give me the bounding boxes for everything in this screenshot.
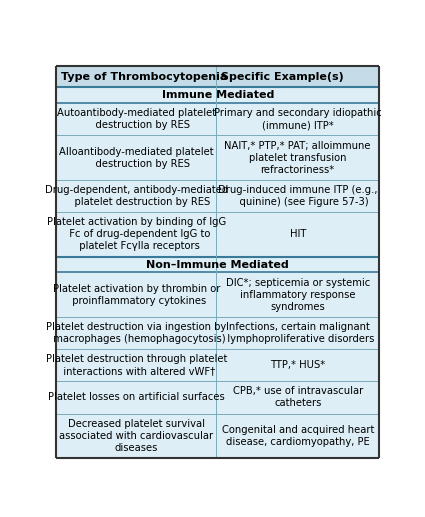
Text: Infections, certain malignant
  lymphoproliferative disorders: Infections, certain malignant lymphoprol… [221, 322, 374, 344]
Bar [57, 414, 379, 458]
Text: Platelet losses on artificial surfaces: Platelet losses on artificial surfaces [48, 392, 225, 402]
Bar [57, 272, 379, 317]
Text: Type of Thrombocytopenia: Type of Thrombocytopenia [61, 72, 228, 82]
Text: Platelet destruction via ingestion by
  macrophages (hemophagocytosis): Platelet destruction via ingestion by ma… [46, 322, 227, 344]
Bar [57, 349, 379, 382]
Bar [57, 87, 379, 103]
Bar [57, 382, 379, 414]
Text: DIC*; septicemia or systemic
inflammatory response
syndromes: DIC*; septicemia or systemic inflammator… [226, 278, 370, 312]
Bar [57, 212, 379, 257]
Text: Specific Example(s): Specific Example(s) [221, 72, 344, 82]
Text: TTP,* HUS*: TTP,* HUS* [270, 360, 325, 370]
Bar [57, 180, 379, 212]
Text: NAIT,* PTP,* PAT; alloimmune
platelet transfusion
refractoriness*: NAIT,* PTP,* PAT; alloimmune platelet tr… [224, 141, 371, 175]
Bar [57, 257, 379, 272]
Text: Autoantibody-mediated platelet
    destruction by RES: Autoantibody-mediated platelet destructi… [57, 108, 216, 130]
Text: Alloantibody-mediated platelet
    destruction by RES: Alloantibody-mediated platelet destructi… [59, 147, 214, 169]
Text: HIT: HIT [289, 230, 306, 239]
Bar [57, 103, 379, 135]
Text: Drug-dependent, antibody-mediated
    platelet destruction by RES: Drug-dependent, antibody-mediated platel… [45, 185, 228, 207]
Text: Non–Immune Mediated: Non–Immune Mediated [147, 260, 289, 269]
Text: Platelet activation by binding of IgG
  Fc of drug-dependent IgG to
  platelet F: Platelet activation by binding of IgG Fc… [47, 218, 226, 251]
Text: Congenital and acquired heart
disease, cardiomyopathy, PE: Congenital and acquired heart disease, c… [221, 425, 374, 447]
Bar [57, 66, 379, 87]
Text: Decreased platelet survival
associated with cardiovascular
diseases: Decreased platelet survival associated w… [59, 419, 213, 453]
Text: Platelet destruction through platelet
  interactions with altered vWF†: Platelet destruction through platelet in… [45, 354, 227, 376]
Text: Primary and secondary idiopathic
(immune) ITP*: Primary and secondary idiopathic (immune… [214, 108, 382, 130]
Bar [57, 317, 379, 349]
Text: Platelet activation by thrombin or
  proinflammatory cytokines: Platelet activation by thrombin or proin… [53, 284, 220, 306]
Text: CPB,* use of intravascular
catheters: CPB,* use of intravascular catheters [232, 387, 363, 408]
Bar [57, 135, 379, 180]
Text: Immune Mediated: Immune Mediated [162, 90, 274, 100]
Text: Drug-induced immune ITP (e.g.,
    quinine) (see Figure 57-3): Drug-induced immune ITP (e.g., quinine) … [218, 185, 377, 207]
